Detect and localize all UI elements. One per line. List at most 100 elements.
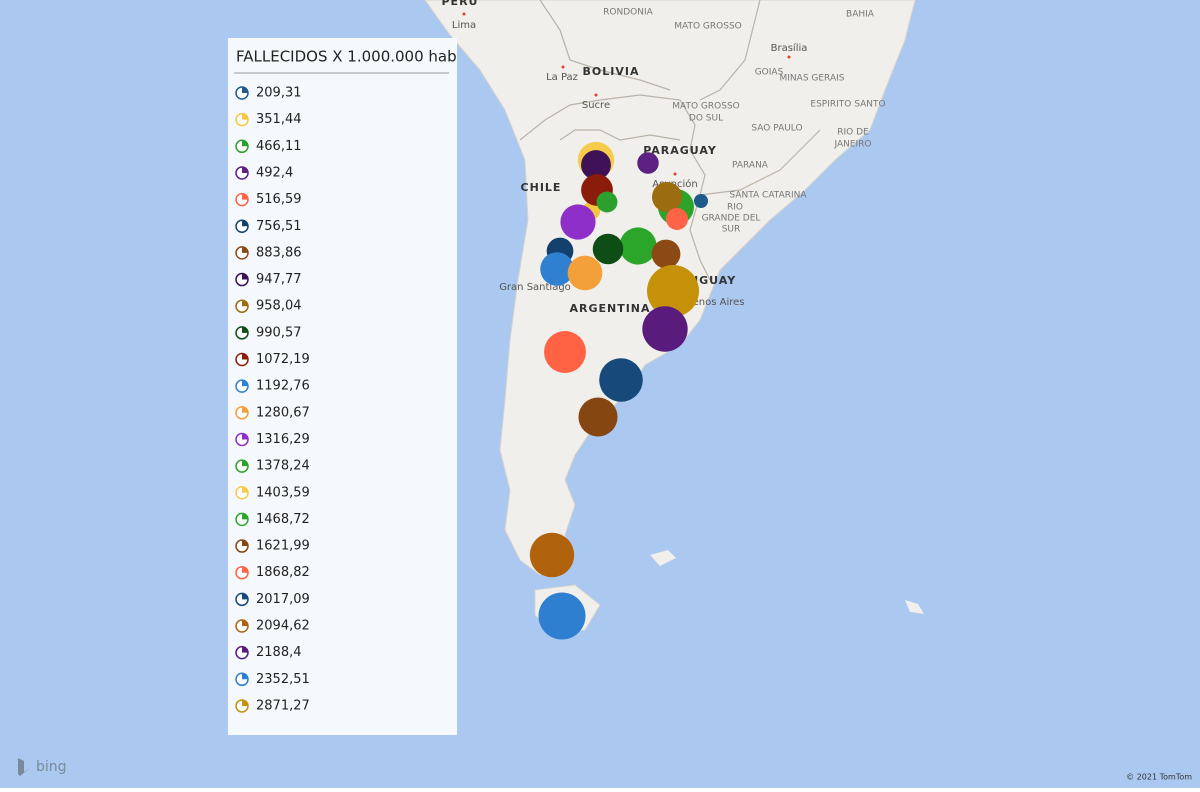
- place-label: CHILE: [521, 181, 562, 194]
- legend: 209,31 351,44 466,11 492,4 516,59 756,51 883,8…: [235, 86, 310, 713]
- legend-panel: [228, 38, 457, 735]
- legend-label: 1192,76: [256, 379, 310, 394]
- legend-icon-slice: [242, 300, 248, 307]
- legend-label: 351,44: [256, 112, 302, 127]
- legend-icon-slice: [242, 193, 248, 200]
- legend-icon-slice: [242, 699, 248, 706]
- copyright: © 2021 TomTom: [1126, 773, 1192, 782]
- legend-label: 2871,27: [256, 698, 310, 713]
- place-label: BAHIA: [846, 10, 875, 20]
- bubble: [581, 150, 611, 180]
- legend-icon-slice: [242, 220, 248, 227]
- legend-icon-slice: [242, 87, 248, 93]
- legend-icon-slice: [242, 673, 248, 680]
- legend-label: 947,77: [256, 272, 302, 287]
- bubble: [599, 358, 643, 402]
- place-label: MINAS GERAIS: [780, 74, 845, 84]
- legend-icon-slice: [242, 406, 248, 413]
- legend-icon-slice: [242, 593, 248, 600]
- legend-label: 1403,59: [256, 485, 310, 500]
- bubble: [560, 204, 596, 240]
- place-label: Sucre: [582, 100, 610, 111]
- legend-icon-slice: [242, 246, 248, 253]
- city-dot: [594, 93, 598, 97]
- legend-label: 2017,09: [256, 592, 310, 607]
- place-label: La Paz: [546, 72, 578, 83]
- legend-label: 2352,51: [256, 672, 310, 687]
- legend-label: 883,86: [256, 245, 302, 260]
- bubble: [592, 233, 624, 265]
- city-dot: [462, 12, 466, 16]
- legend-icon-slice: [242, 326, 248, 333]
- bubble: [665, 207, 689, 231]
- place-label: RIO DE: [837, 128, 869, 138]
- bubble: [544, 331, 586, 373]
- place-label: SANTA CATARINA: [729, 191, 807, 201]
- bubble: [651, 181, 683, 213]
- place-label: PARANA: [732, 161, 769, 171]
- city-dot: [787, 55, 791, 59]
- bubble: [538, 592, 586, 640]
- legend-icon-slice: [242, 433, 248, 440]
- legend-label: 492,4: [256, 165, 293, 180]
- legend-icon-slice: [242, 513, 248, 520]
- legend-icon-slice: [242, 353, 248, 360]
- legend-icon-slice: [242, 646, 248, 653]
- place-label: ARGENTINA: [569, 302, 650, 315]
- legend-icon-slice: [242, 273, 248, 280]
- bing-logo: bing: [36, 759, 67, 775]
- legend-label: 1072,19: [256, 352, 310, 367]
- place-label: Brasília: [771, 42, 808, 54]
- legend-label: 2188,4: [256, 645, 302, 660]
- legend-title: FALLECIDOS X 1.000.000 hab: [236, 48, 457, 66]
- city-dot: [561, 65, 565, 69]
- place-label: Gran Santiago: [499, 282, 571, 293]
- city-dot: [673, 172, 677, 176]
- legend-label: 1280,67: [256, 405, 310, 420]
- place-label: Buenos Aires: [679, 297, 744, 308]
- place-label: RONDONIA: [603, 8, 653, 18]
- bubbles: [529, 141, 709, 640]
- legend-label: 516,59: [256, 192, 302, 207]
- bubble: [529, 532, 575, 578]
- legend-label: 1868,82: [256, 565, 310, 580]
- place-label: ESPIRITO SANTO: [810, 100, 885, 110]
- legend-label: 209,31: [256, 86, 302, 101]
- place-label: PERU: [442, 0, 479, 8]
- place-label: RIO: [727, 203, 743, 213]
- bubble: [567, 255, 603, 291]
- legend-label: 1468,72: [256, 512, 310, 527]
- legend-icon-slice: [242, 113, 248, 120]
- place-label: GOIAS: [755, 68, 784, 78]
- legend-label: 756,51: [256, 219, 302, 234]
- place-label: SUR: [722, 225, 741, 235]
- bubble: [619, 227, 657, 265]
- legend-icon-slice: [242, 486, 248, 493]
- legend-icon-slice: [242, 166, 248, 173]
- bubble: [642, 306, 688, 352]
- place-label: MATO GROSSO: [674, 22, 742, 32]
- place-label: DO SUL: [689, 114, 723, 124]
- place-label: SAO PAULO: [751, 124, 802, 134]
- bubble: [540, 252, 574, 286]
- bubble: [578, 397, 618, 437]
- legend-icon-slice: [242, 566, 248, 573]
- bubble: [651, 239, 681, 269]
- legend-label: 958,04: [256, 299, 302, 314]
- legend-label: 1621,99: [256, 539, 310, 554]
- legend-icon-slice: [242, 140, 248, 147]
- legend-icon-slice: [242, 460, 248, 467]
- place-label: BOLIVIA: [583, 65, 640, 78]
- bubble: [647, 265, 699, 317]
- legend-label: 990,57: [256, 325, 302, 340]
- legend-label: 1378,24: [256, 459, 310, 474]
- bing-icon: [18, 758, 30, 776]
- legend-icon-slice: [242, 380, 248, 387]
- borders: [519, 0, 821, 281]
- place-label: GRANDE DEL: [702, 214, 761, 224]
- place-label: Lima: [452, 20, 476, 31]
- legend-label: 1316,29: [256, 432, 310, 447]
- place-label: JANEIRO: [833, 140, 871, 150]
- legend-icon-slice: [242, 620, 248, 626]
